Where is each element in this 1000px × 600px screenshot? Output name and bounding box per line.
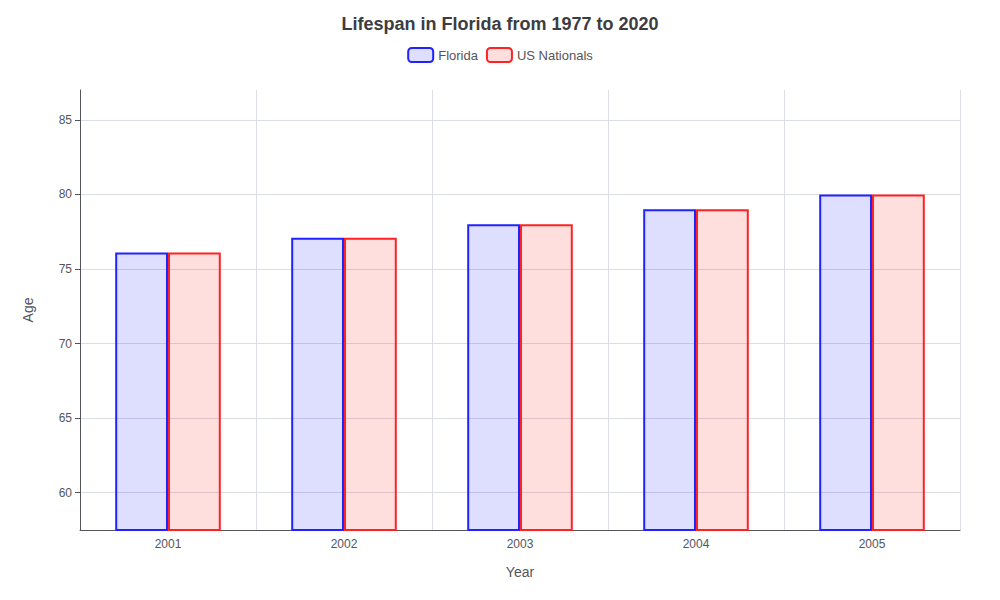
svg-text:80: 80 [59,187,73,201]
svg-text:Lifespan in Florida from 1977: Lifespan in Florida from 1977 to 2020 [341,14,658,34]
svg-text:65: 65 [59,411,73,425]
svg-text:2003: 2003 [507,537,534,551]
svg-text:US Nationals: US Nationals [517,48,593,63]
svg-text:2005: 2005 [859,537,886,551]
svg-text:70: 70 [59,337,73,351]
svg-text:2004: 2004 [683,537,710,551]
svg-text:Age: Age [20,297,36,322]
svg-text:Year: Year [506,564,535,580]
svg-text:Florida: Florida [438,48,479,63]
svg-text:2002: 2002 [331,537,358,551]
svg-text:75: 75 [59,262,73,276]
svg-text:2001: 2001 [155,537,182,551]
svg-text:85: 85 [59,113,73,127]
svg-text:60: 60 [59,486,73,500]
